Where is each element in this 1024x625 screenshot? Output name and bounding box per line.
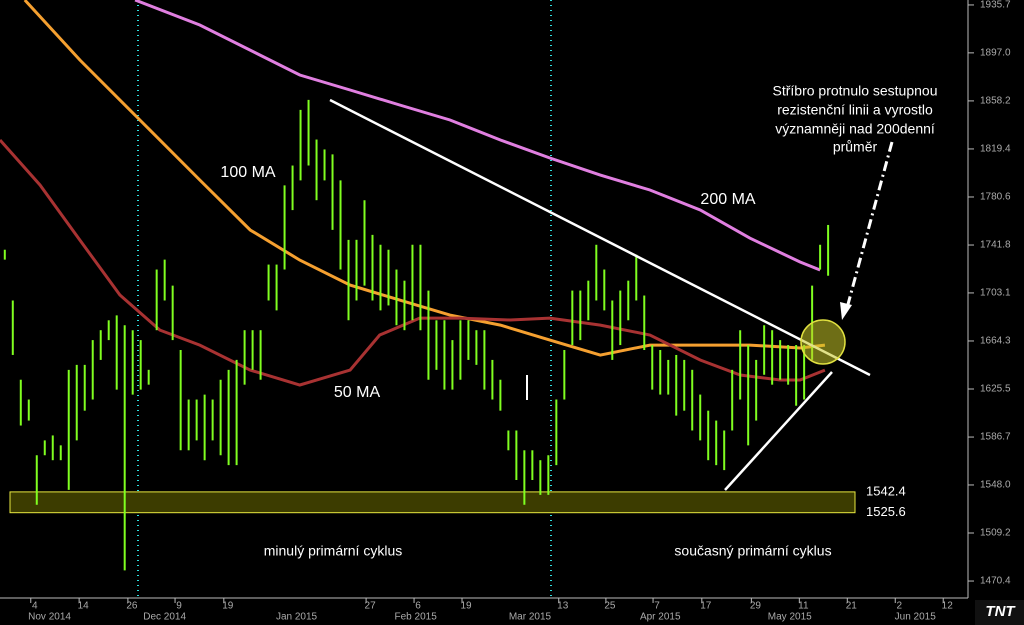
x-tick-label: 4 (32, 601, 38, 612)
band-label: 1525.6 (866, 504, 906, 519)
y-axis-area (968, 0, 1024, 598)
logo-box (975, 600, 1024, 625)
x-tick-label: 25 (604, 601, 616, 612)
y-tick-label: 1819.4 (980, 144, 1011, 155)
x-tick-label: 7 (654, 601, 660, 612)
y-tick-label: 1858.2 (980, 96, 1011, 107)
note-line: průměr (833, 139, 878, 155)
note-line: významněji nad 200denní (775, 121, 935, 137)
axes: 1935.7 1897.0 1858.2 1819.4 1780.6 1741.8 1703… (28, 0, 1011, 623)
x-tick-label: 27 (365, 601, 377, 612)
arrow-head (840, 302, 852, 320)
y-tick-label: 1741.8 (980, 240, 1011, 251)
x-tick-label: 26 (126, 601, 138, 612)
x-tick-label: 12 (942, 601, 954, 612)
x-tick-label: 21 (846, 601, 858, 612)
month-label: Apr 2015 (640, 612, 681, 623)
series-label: 100 MA (220, 164, 275, 181)
logo: TNT (985, 603, 1016, 620)
month-label: Mar 2015 (509, 612, 552, 623)
support-line (724, 371, 833, 491)
y-tick-label: 1897.0 (980, 48, 1011, 59)
annotation: minulý primární cyklus (264, 543, 402, 559)
month-label: Nov 2014 (28, 612, 71, 623)
x-tick-label: 29 (750, 601, 762, 612)
series-label: 200 MA (700, 191, 755, 208)
month-label: Jun 2015 (895, 612, 937, 623)
moving-average (23, 0, 826, 357)
x-tick-label: 17 (700, 601, 712, 612)
month-label: Dec 2014 (143, 612, 186, 623)
month-label: May 2015 (768, 612, 812, 623)
x-tick-label: 14 (78, 601, 90, 612)
highlight-circle (800, 319, 846, 365)
x-tick-label: 6 (415, 601, 421, 612)
y-tick-label: 1780.6 (980, 192, 1011, 203)
y-tick-label: 1664.3 (980, 336, 1011, 347)
x-tick-label: 9 (176, 601, 182, 612)
y-tick-label: 1935.7 (980, 0, 1011, 11)
note-line: Stříbro protnulo sestupnou (773, 83, 938, 99)
month-label: Feb 2015 (395, 612, 438, 623)
y-tick-label: 1548.0 (980, 480, 1011, 491)
y-tick-label: 1509.2 (980, 528, 1011, 539)
y-tick-label: 1470.4 (980, 576, 1011, 587)
x-tick-label: 2 (896, 601, 902, 612)
band-label: 1542.4 (866, 483, 906, 498)
annotation: současný primární cyklus (674, 543, 831, 559)
note: Stříbro protnulo sestupnou rezistenční l… (773, 83, 938, 155)
band-layer: 1542.4 1525.6 (9, 483, 906, 519)
x-tick-label: 19 (222, 601, 234, 612)
x-tick-label: 19 (460, 601, 472, 612)
series-label: 50 MA (334, 384, 381, 401)
x-tick-label: 11 (798, 601, 809, 612)
y-tick-label: 1703.1 (980, 288, 1011, 299)
y-tick-label: 1586.7 (980, 432, 1011, 443)
resistance-line (329, 98, 871, 377)
x-tick-label: 13 (557, 601, 569, 612)
note-line: rezistenční linii a vyrostlo (777, 102, 933, 118)
month-label: Jan 2015 (276, 612, 318, 623)
moving-average (134, 0, 821, 272)
y-tick-label: 1625.5 (980, 384, 1011, 395)
note-arrow (845, 141, 894, 309)
support-band (9, 491, 856, 514)
